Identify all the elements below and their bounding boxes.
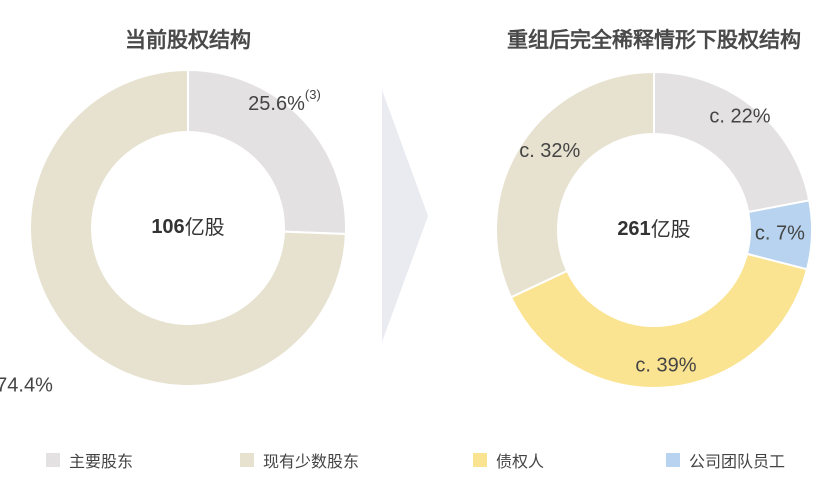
legend-swatch-major-shareholders — [46, 453, 60, 467]
chart-title-post-restructuring: 重组后完全稀释情形下股权结构 — [507, 28, 801, 52]
center-number-0: 106 — [151, 216, 184, 238]
chart-title-current: 当前股权结构 — [125, 28, 251, 52]
center-unit-0: 亿股 — [185, 215, 225, 239]
center-label-0: 106亿股 — [151, 215, 224, 239]
legend-label: 现有少数股东 — [263, 452, 360, 471]
donut-slice-1-0 — [653, 70, 811, 214]
legend-swatch-creditors — [473, 453, 487, 467]
legend-item-existing-minority: 现有少数股东 — [240, 450, 360, 471]
legend-label: 主要股东 — [69, 452, 134, 471]
legend-item-creditors: 债权人 — [473, 450, 545, 471]
slice-footnote-0-0: (3) — [305, 87, 321, 102]
legend-item-team-employees: 公司团队员工 — [666, 450, 786, 471]
slice-label-1-0: c. 22% — [709, 105, 770, 127]
center-unit-1: 亿股 — [651, 217, 691, 241]
legend-swatch-existing-minority — [240, 453, 254, 467]
donut-slice-0-1 — [29, 68, 347, 387]
center-label-1: 261亿股 — [617, 217, 690, 241]
donut-post-restructuring: c. 22% c. 7% c. 39% c. 32% 261亿股 — [495, 70, 813, 389]
slice-label-1-3: c. 32% — [519, 140, 580, 162]
slice-label-0-1: 74.4% — [0, 374, 53, 396]
transition-arrow-icon — [382, 90, 428, 342]
donut-slice-0-0 — [187, 68, 347, 235]
center-number-1: 261 — [617, 218, 650, 240]
legend-swatch-team-employees — [666, 453, 680, 467]
donut-current: 25.6%(3)74.4%106亿股 — [0, 68, 347, 396]
slice-label-1-1: c. 7% — [755, 222, 805, 244]
donut-slice-1-3 — [495, 70, 655, 299]
slice-label-1-2: c. 39% — [635, 355, 696, 377]
donut-charts: 25.6%(3)74.4%106亿股 c. 22%c. 7%c. 39%c. 3… — [0, 68, 813, 396]
legend-label: 公司团队员工 — [689, 452, 786, 471]
legend-item-major-shareholders: 主要股东 — [46, 450, 134, 471]
donut-slice-1-2 — [509, 252, 809, 389]
legend-label: 债权人 — [496, 452, 545, 471]
